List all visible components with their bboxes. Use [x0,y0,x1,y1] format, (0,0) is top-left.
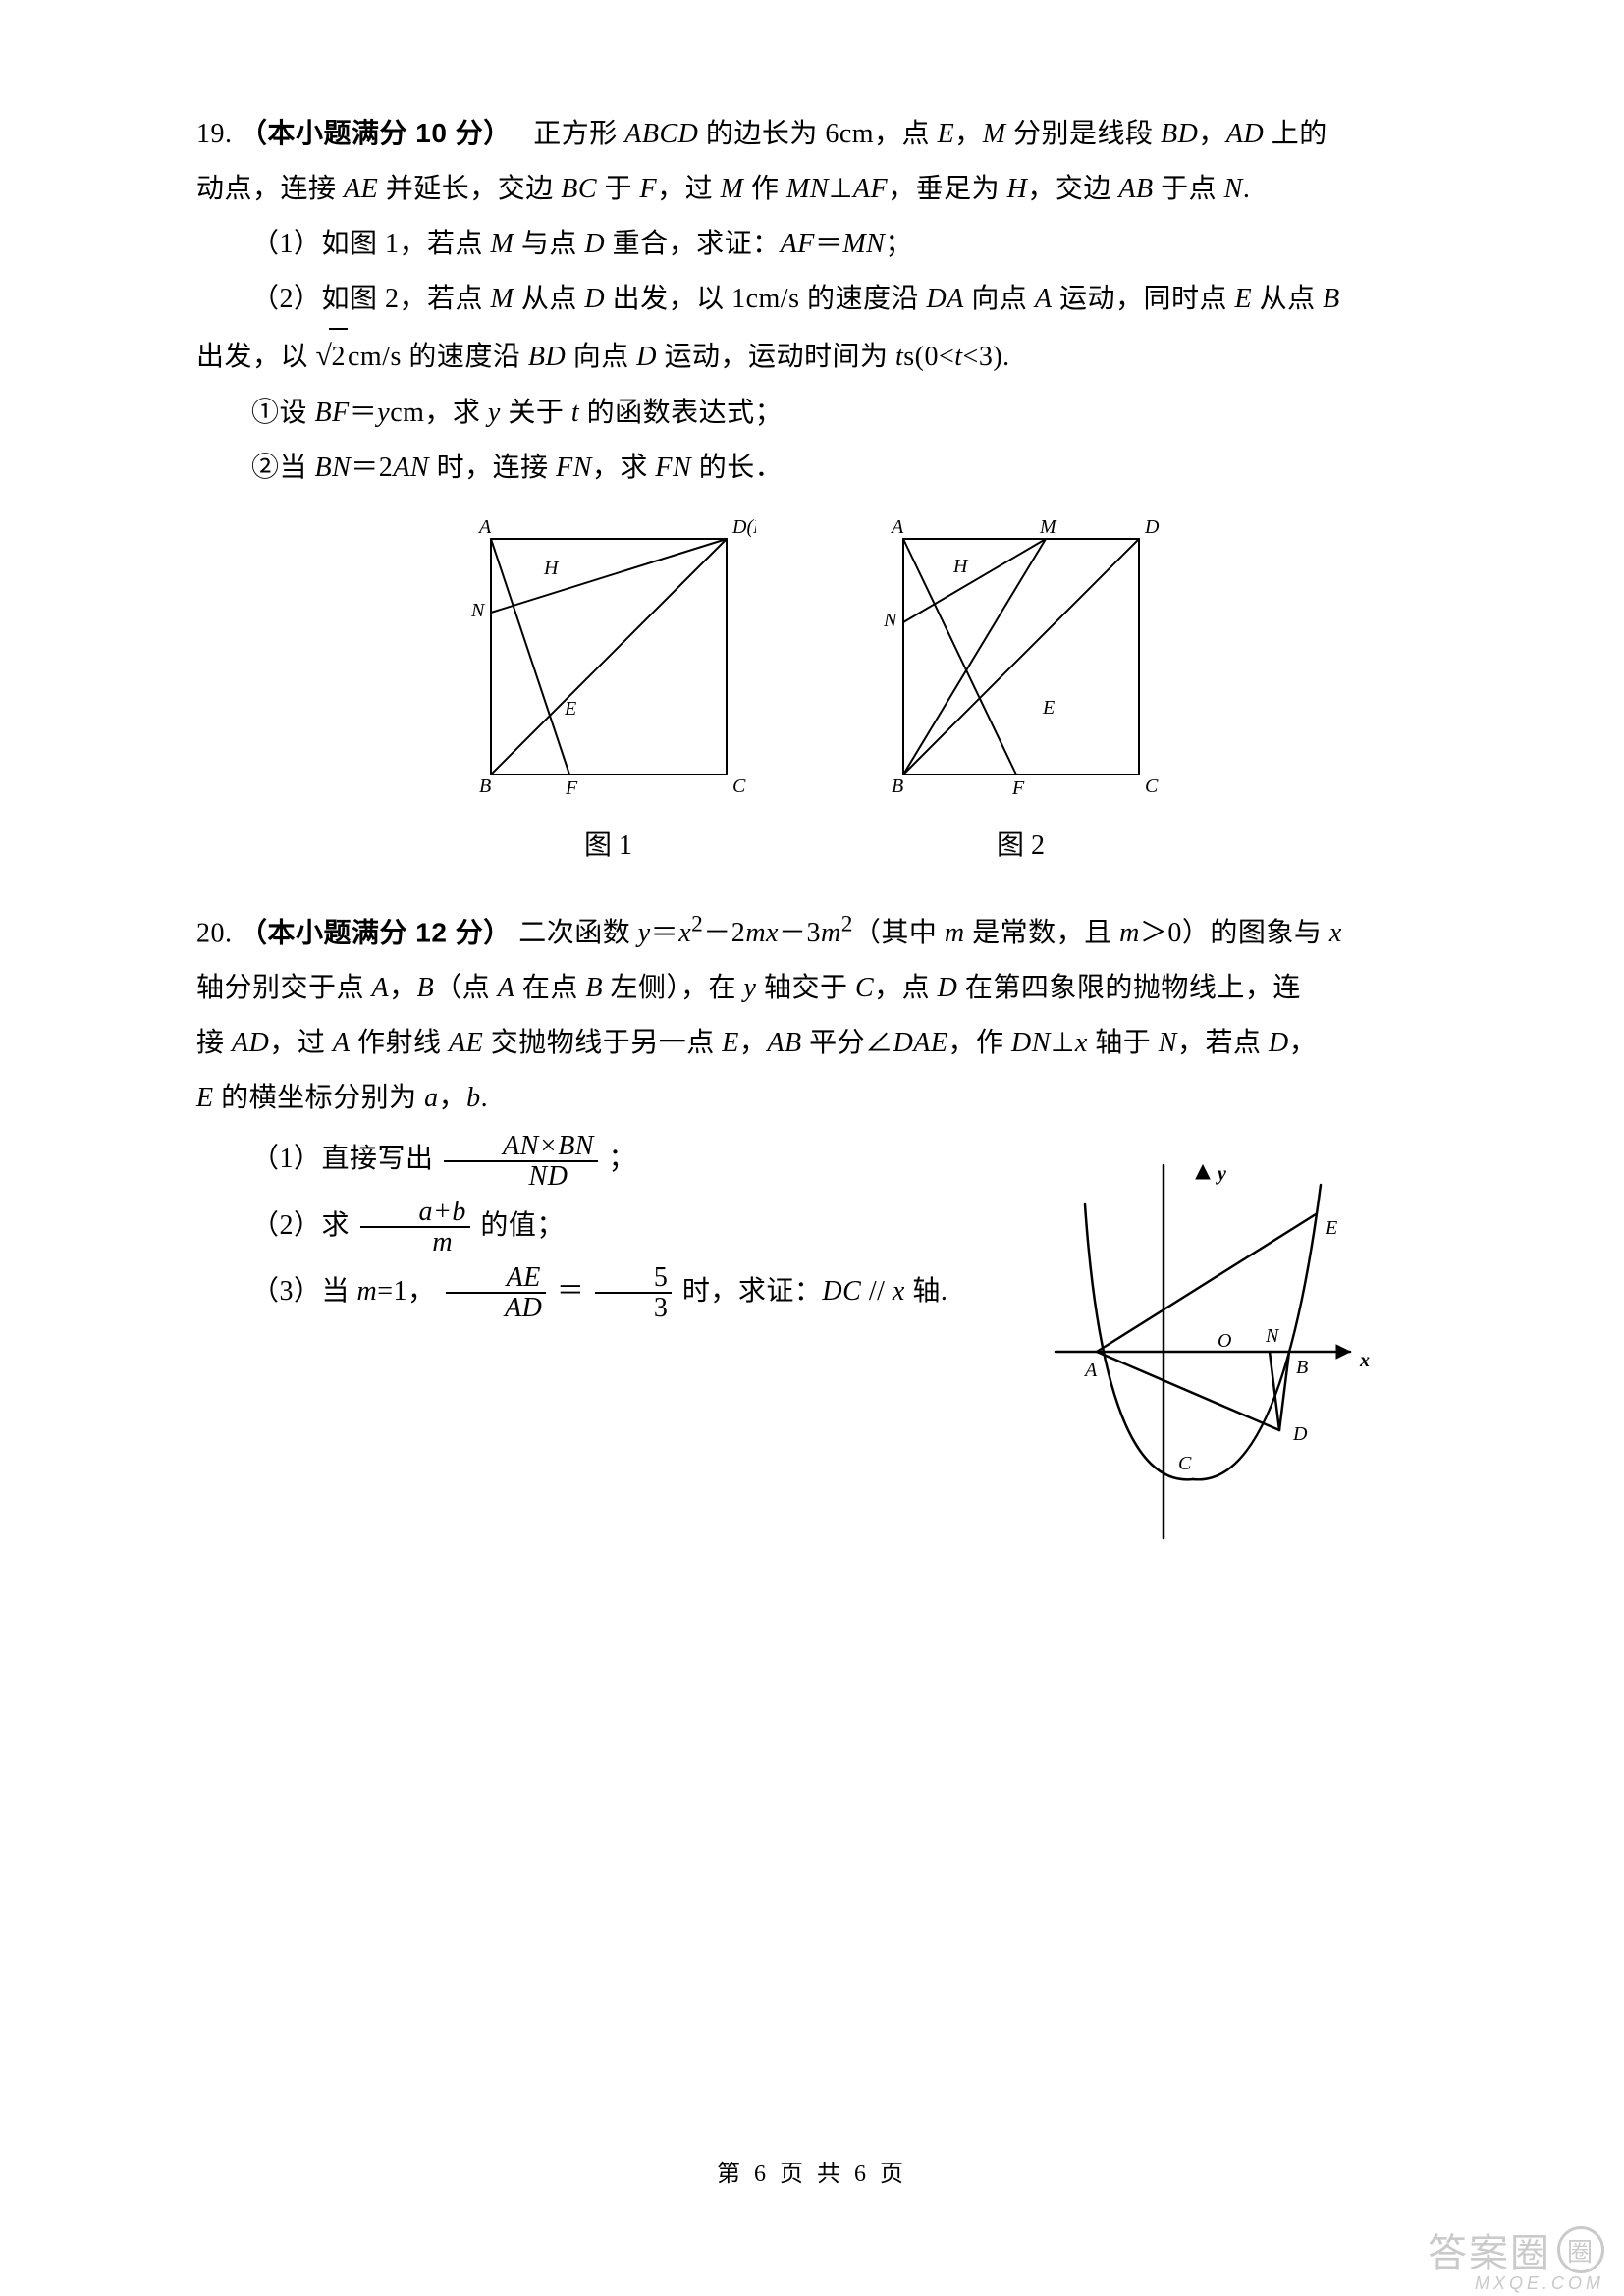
svg-text:H: H [543,558,560,579]
q19-points: （本小题满分 10 分） [240,118,512,148]
q19-fig2: A D B C F E N H M [874,519,1168,814]
q20-chart-holder: A O BN D C Ex y [1026,1146,1380,1563]
svg-text:B: B [479,775,491,797]
svg-text:D(M): D(M) [731,519,756,538]
q20-sub3-frac-r: 5 3 [595,1263,673,1323]
svg-text:C: C [1178,1453,1192,1474]
q20-sub1-num: AN×BN [444,1132,598,1162]
q20-sub3-eq: ＝ [557,1276,585,1307]
svg-text:B: B [892,775,903,797]
q20-line4: E 的横坐标分别为 a，b. [196,1071,1433,1126]
q20-sub2-prefix: （2）求 [251,1210,350,1241]
q20-number: 20. [196,918,233,948]
q20-sub2-num: a+b [360,1198,470,1228]
svg-text:y: y [1216,1163,1226,1185]
svg-text:N: N [1265,1325,1280,1347]
q20-sub3-frac-l: AE AD [446,1263,546,1323]
q19-fig2-caption: 图 2 [997,824,1045,863]
q20-sub1-prefix: （1）直接写出 [251,1144,434,1174]
svg-text:M: M [1039,519,1057,538]
q20-sub3: （3）当 m=1， AE AD ＝ 5 3 时，求证：DC // x 轴. [196,1258,947,1324]
watermark-en: MXQE.COM [1475,2273,1604,2294]
q19-sub2-intro-l1: （2）如图 2，若点 M 从点 D 出发，以 1cm/s 的速度沿 DA 向点 … [196,272,1433,327]
svg-text:D: D [1292,1423,1308,1445]
q19-sub1: （1）如图 1，若点 M 与点 D 重合，求证：AF＝MN； [196,217,1433,272]
q20-chart: A O BN D C Ex y [1026,1146,1380,1558]
page-footer: 第 6 页 共 6 页 [0,2154,1624,2188]
q20-sub3-lden: AD [446,1294,546,1322]
q20-sub2-den: m [360,1228,470,1256]
q20-sub1-den: ND [444,1162,598,1191]
svg-text:E: E [564,698,576,720]
q20-sub3-prefix: （3）当 m=1， [251,1276,436,1307]
sqrt2: 2 [329,328,348,385]
q19-line1: 19. （本小题满分 10 分） 正方形 ABCD 的边长为 6cm，点 E，M… [196,106,1433,162]
watermark-cn: 答案圈 圈 [1428,2221,1604,2278]
q19-sub2-intro-l2: 出发，以 √2cm/s 的速度沿 BD 向点 D 运动，运动时间为 ts(0<t… [196,327,1433,386]
svg-text:N: N [470,600,486,621]
q19-fig1-caption: 图 1 [584,824,632,863]
q20-sub1-suffix: ； [608,1144,636,1174]
q20-line3: 接 AD，过 A 作射线 AE 交抛物线于另一点 E，AB 平分∠DAE，作 D… [196,1016,1433,1071]
q20-sub2-frac: a+b m [360,1198,470,1257]
q19-sub2-ii: ②当 BN＝2AN 时，连接 FN，求 FN 的长． [196,441,1433,496]
q19-figures: A D(M) B C F E N H 图 1 A D B C F E N H M 图 2 [196,519,1433,863]
watermark-cn-text: 答案圈 [1428,2221,1551,2278]
q20-sub3-suffix: 时，求证：DC // x 轴. [682,1276,947,1307]
q19-fig1-block: A D(M) B C F E N H 图 1 [461,519,756,863]
q19-sub2-i: ①设 BF＝ycm，求 y 关于 t 的函数表达式； [196,386,1433,441]
q20-points: （本小题满分 12 分） [240,917,512,947]
q19-line2: 动点，连接 AE 并延长，交边 BC 于 F，过 M 作 MN⊥AF，垂足为 H… [196,162,1433,217]
svg-text:D: D [1144,519,1160,538]
svg-text:A: A [890,519,904,538]
svg-text:O: O [1218,1330,1231,1352]
q20-sub3-rnum: 5 [595,1263,673,1294]
svg-text:F: F [565,777,578,799]
q20-sub1-frac: AN×BN ND [444,1132,598,1192]
q20-sub3-rden: 3 [595,1294,673,1322]
svg-text:F: F [1011,777,1025,799]
svg-text:E: E [1325,1217,1337,1239]
q20-intro-seg1: 二次函数 y＝x2－2mx－3m2（其中 m 是常数，且 m＞0）的图象与 x [518,918,1342,948]
q20-sub3-lnum: AE [446,1263,546,1294]
q20-sub1: （1）直接写出 AN×BN ND ； [196,1126,947,1192]
q20-sub2: （2）求 a+b m 的值； [196,1193,947,1258]
svg-text:C: C [732,775,746,797]
svg-text:A: A [477,519,492,538]
svg-text:C: C [1145,775,1159,797]
q20-line2: 轴分别交于点 A，B（点 A 在点 B 左侧），在 y 轴交于 C，点 D 在第… [196,961,1433,1016]
watermark-circle-icon: 圈 [1557,2226,1604,2273]
q19-intro-seg1: 正方形 ABCD 的边长为 6cm，点 E，M 分别是线段 BD，AD 上的 [533,119,1327,149]
q20-line1: 20. （本小题满分 12 分） 二次函数 y＝x2－2mx－3m2（其中 m … [196,902,1433,961]
q19-fig1: A D(M) B C F E N H [461,519,756,814]
q19-number: 19. [196,119,233,149]
svg-text:x: x [1359,1350,1370,1371]
q20-sub2-suffix: 的值； [480,1210,565,1241]
svg-text:N: N [883,610,898,631]
svg-text:E: E [1042,697,1055,719]
svg-text:A: A [1083,1360,1098,1381]
q19-fig2-block: A D B C F E N H M 图 2 [874,519,1168,863]
svg-text:B: B [1296,1357,1308,1378]
svg-text:H: H [952,556,969,577]
